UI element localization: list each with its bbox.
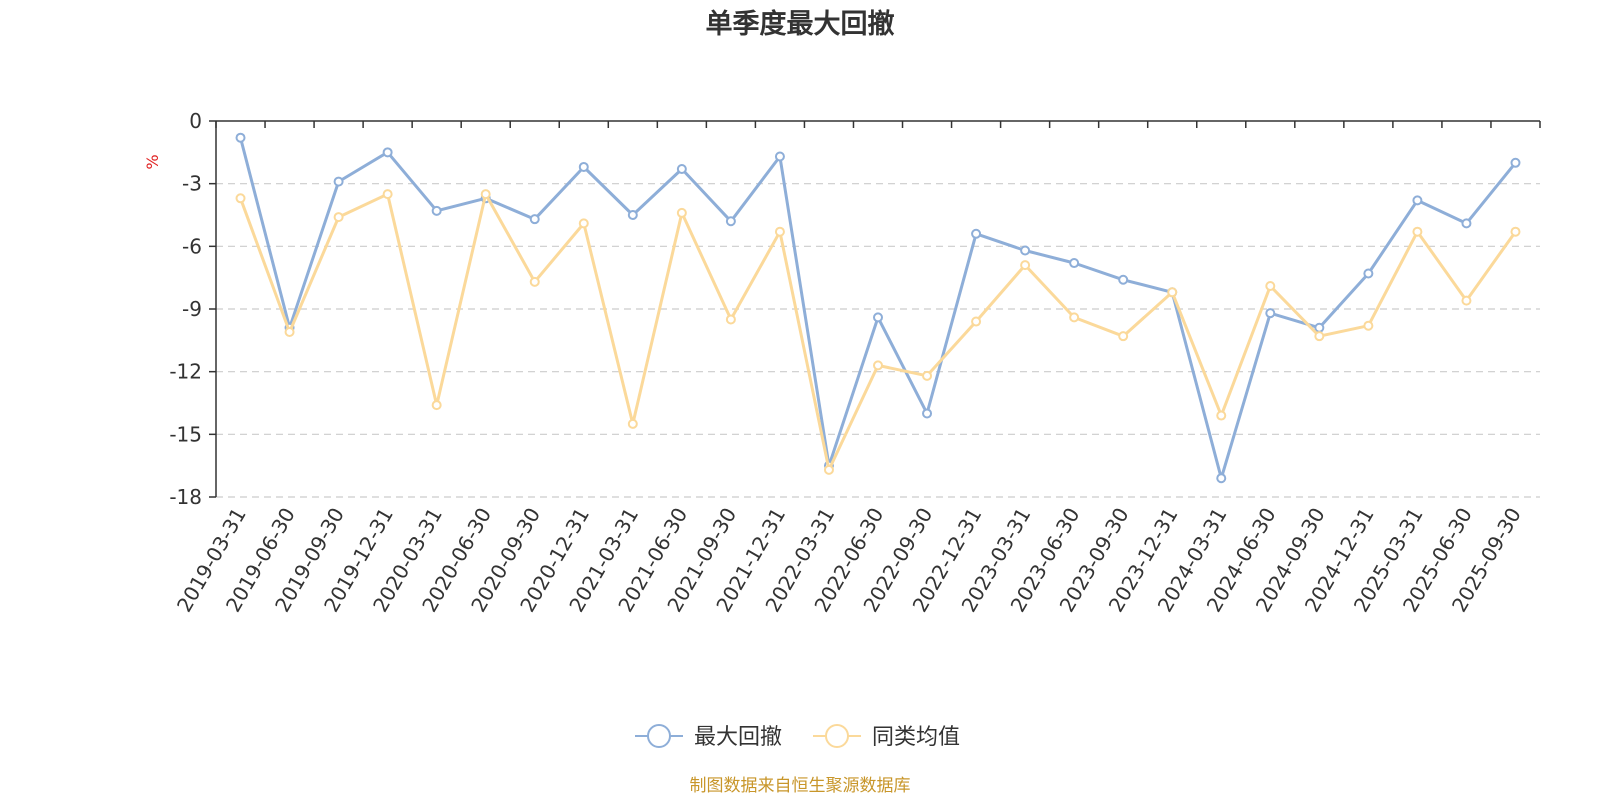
data-point xyxy=(873,312,883,323)
data-point xyxy=(1069,312,1080,323)
data-point xyxy=(333,176,344,187)
data-point xyxy=(873,360,883,371)
data-point xyxy=(627,418,638,429)
y-tick-label: -3 xyxy=(182,172,202,196)
grid-lines xyxy=(216,183,1540,498)
legend-label: 同类均值 xyxy=(872,725,960,750)
data-point xyxy=(1510,157,1521,168)
legend-swatch-marker xyxy=(825,724,849,748)
axes: 0-3-6-9-12-15-182019-03-312019-06-302019… xyxy=(169,109,1541,616)
data-point xyxy=(823,464,834,475)
series-line-1 xyxy=(239,137,1517,480)
legend: 最大回撤 同类均值 xyxy=(635,724,960,750)
data-point xyxy=(529,214,540,225)
data-point xyxy=(725,314,736,325)
series-line-2 xyxy=(239,192,1517,472)
data-point xyxy=(1314,331,1325,342)
data-point xyxy=(1412,195,1423,206)
data-point xyxy=(333,212,344,223)
data-point xyxy=(1412,226,1423,237)
data-point xyxy=(1363,268,1374,279)
data-point xyxy=(1216,410,1227,421)
data-point xyxy=(1265,308,1276,319)
data-point xyxy=(1069,258,1080,269)
data-point xyxy=(774,226,785,237)
data-point xyxy=(627,210,638,220)
data-point xyxy=(676,207,687,218)
data-point xyxy=(1020,245,1031,256)
data-point xyxy=(382,189,393,200)
series-lines xyxy=(235,132,1521,484)
data-point xyxy=(971,228,982,239)
data-point xyxy=(676,164,687,175)
chart-title: 单季度最大回撤 xyxy=(706,8,895,40)
data-point xyxy=(1216,473,1227,484)
y-tick-label: -18 xyxy=(169,485,202,509)
data-point xyxy=(1265,281,1276,292)
data-point xyxy=(235,193,246,204)
y-tick-label: -15 xyxy=(169,422,202,446)
data-point xyxy=(922,370,933,381)
data-point xyxy=(235,132,246,143)
data-point xyxy=(480,189,491,200)
data-point xyxy=(578,218,589,229)
data-point xyxy=(971,316,982,327)
data-point xyxy=(284,326,295,337)
source-note: 制图数据来自恒生聚源数据库 xyxy=(690,776,911,796)
data-point xyxy=(1461,218,1472,229)
data-point xyxy=(578,161,589,172)
data-point xyxy=(382,147,393,158)
data-point xyxy=(1461,295,1472,306)
data-point xyxy=(1020,260,1031,271)
y-axis-unit: % xyxy=(143,154,162,169)
data-point xyxy=(725,216,736,227)
data-point xyxy=(1510,226,1521,237)
data-point xyxy=(1167,287,1178,298)
y-tick-label: -9 xyxy=(182,297,202,321)
data-point xyxy=(1314,322,1325,333)
data-point xyxy=(1118,274,1129,285)
data-point xyxy=(1363,320,1374,331)
y-tick-label: 0 xyxy=(189,109,202,133)
data-point xyxy=(529,276,540,287)
y-tick-label: -6 xyxy=(182,234,202,258)
legend-swatch-marker xyxy=(647,724,671,748)
data-point xyxy=(922,408,933,419)
data-point xyxy=(774,151,785,162)
data-point xyxy=(1118,331,1129,342)
y-tick-label: -12 xyxy=(169,360,202,384)
legend-label: 最大回撤 xyxy=(694,725,782,750)
data-point xyxy=(431,400,442,411)
data-point xyxy=(431,205,442,216)
